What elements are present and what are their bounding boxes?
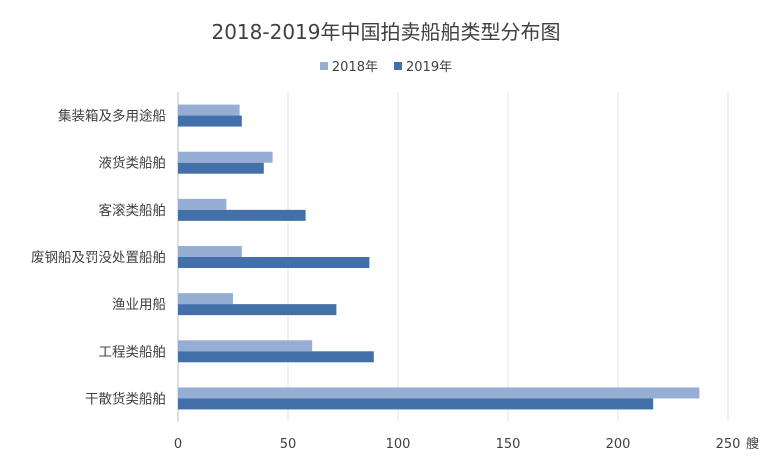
bar-2019年-2 [178,209,306,221]
legend-item-2019: 2019年 [394,56,452,75]
legend-label-2018: 2018年 [331,60,378,75]
bar-2019年-0 [178,115,242,127]
chart-title: 2018-2019年中国拍卖船舶类型分布图 [211,20,561,44]
bar-2019年-6 [178,398,654,410]
legend-swatch-2019 [394,61,402,70]
x-tick-label-200: 200 [606,437,631,452]
x-axis-unit: 艘 [746,436,759,452]
bar-2019年-1 [178,162,264,174]
legend-label-2019: 2019年 [406,60,453,75]
bar-2019年-4 [178,304,337,316]
category-label-4: 渔业用船 [112,297,166,313]
category-label-3: 废钢船及罚没处置船舶 [31,250,166,266]
x-tick-label-250: 250 [716,437,741,452]
category-label-5: 工程类船舶 [99,344,167,360]
legend: 2018年 2019年 [0,56,772,75]
category-label-6: 干散货类船舶 [85,390,166,407]
bar-2018年-2 [178,198,227,210]
x-tick-label-150: 150 [496,437,521,452]
category-label-1: 液货类船舶 [99,155,167,172]
bar-2018年-3 [178,246,242,257]
x-tick-label-50: 50 [280,437,297,452]
category-label-0: 集装箱及多用途船 [58,108,166,125]
bar-2018年-5 [178,340,313,352]
bar-2019年-5 [178,351,374,363]
x-tick-label-100: 100 [386,437,411,452]
legend-item-2018: 2018年 [319,56,378,75]
x-tick-label-0: 0 [174,437,182,452]
bar-2018年-4 [178,293,233,305]
bar-2018年-1 [178,151,273,163]
bar-2018年-0 [178,104,240,116]
legend-swatch-2018 [319,61,328,70]
category-label-2: 客滚类船舶 [99,202,167,219]
bar-2018年-6 [178,387,700,399]
bar-2019年-3 [178,257,370,268]
